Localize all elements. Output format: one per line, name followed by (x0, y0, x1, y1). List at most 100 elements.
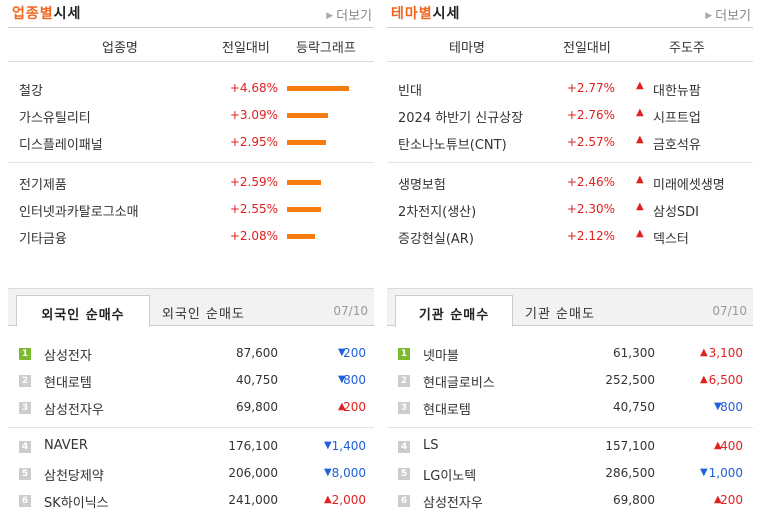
sector-name[interactable]: 전기제품 (19, 178, 67, 193)
theme-row[interactable]: 2차전지(생산) +2.30% ▲ 삼성SDI (387, 196, 753, 223)
rank-row[interactable]: 1 넷마블 61,300 ▲ 3,100 (387, 340, 753, 367)
rank-row[interactable]: 4 NAVER 176,100 ▼ 1,400 (8, 433, 374, 460)
tab-institution-net-sell[interactable]: 기관 순매도 (525, 307, 595, 322)
sector-row[interactable]: 철강 +4.68% (8, 75, 374, 102)
sector-row[interactable]: 가스유틸리티 +3.09% (8, 102, 374, 129)
theme-leader-stock[interactable]: 금호석유 (653, 138, 701, 153)
theme-table-header: 테마명 전일대비 주도주 (387, 28, 753, 62)
theme-row[interactable]: 생명보험 +2.46% ▲ 미래에셋생명 (387, 169, 753, 196)
rank-row[interactable]: 1 삼성전자 87,600 ▼ 200 (8, 340, 374, 367)
rank-row[interactable]: 2 현대로템 40,750 ▼ 800 (8, 367, 374, 394)
sector-title-rest: 시세 (53, 6, 82, 22)
stock-price: 40,750 (613, 400, 655, 414)
rank-row[interactable]: 6 SK하이닉스 241,000 ▲ 2,000 (8, 487, 374, 514)
theme-leader-stock[interactable]: 덱스터 (653, 232, 689, 247)
sector-row[interactable]: 기타금융 +2.08% (8, 223, 374, 250)
theme-more-link[interactable]: ▶ 더보기 (705, 5, 751, 24)
theme-name[interactable]: 2024 하반기 신규상장 (398, 111, 524, 126)
stock-name[interactable]: 삼성전자우 (423, 496, 483, 511)
stock-change: 400 (720, 439, 743, 453)
tab-foreign-net-buy[interactable]: 외국인 순매수 (16, 295, 150, 327)
stock-name[interactable]: LS (423, 438, 439, 453)
sector-more-link[interactable]: ▶ 더보기 (326, 5, 372, 24)
theme-name[interactable]: 탄소나노튜브(CNT) (398, 138, 507, 153)
theme-leader-stock[interactable]: 대한뉴팜 (653, 84, 701, 99)
tab-institution-net-buy[interactable]: 기관 순매수 (395, 295, 513, 327)
theme-row[interactable]: 빈대 +2.77% ▲ 대한뉴팜 (387, 75, 753, 102)
theme-name[interactable]: 빈대 (398, 84, 422, 99)
sector-name[interactable]: 디스플레이패널 (19, 138, 103, 153)
rank-row[interactable]: 6 삼성전자우 69,800 ▲ 200 (387, 487, 753, 514)
theme-title-rest: 시세 (432, 6, 461, 22)
rank-number-badge: 1 (398, 348, 410, 360)
stock-price: 157,100 (605, 439, 655, 453)
change-bar (287, 86, 349, 91)
sector-title-bar: 업종별시세 ▶ 더보기 (8, 0, 374, 28)
rank-row[interactable]: 3 삼성전자우 69,800 ▲ 200 (8, 394, 374, 421)
theme-name[interactable]: 2차전지(생산) (398, 205, 477, 220)
sector-row[interactable]: 디스플레이패널 +2.95% (8, 129, 374, 156)
sector-title[interactable]: 업종별시세 (12, 3, 81, 23)
rank-row[interactable]: 2 현대글로비스 252,500 ▲ 6,500 (387, 367, 753, 394)
rank-row[interactable]: 4 LS 157,100 ▲ 400 (387, 433, 753, 460)
stock-name[interactable]: 삼성전자우 (44, 403, 104, 418)
stock-change: 1,000 (708, 466, 743, 480)
stock-name[interactable]: LG이노텍 (423, 469, 477, 484)
tab-foreign-net-sell[interactable]: 외국인 순매도 (162, 307, 245, 322)
stock-name[interactable]: 삼천당제약 (44, 469, 104, 484)
sector-name[interactable]: 가스유틸리티 (19, 111, 91, 126)
stock-name[interactable]: 현대로템 (44, 376, 92, 391)
theme-row[interactable]: 탄소나노튜브(CNT) +2.57% ▲ 금호석유 (387, 129, 753, 156)
theme-row[interactable]: 2024 하반기 신규상장 +2.76% ▲ 시프트업 (387, 102, 753, 129)
stock-change: 800 (720, 400, 743, 414)
change-bar (287, 140, 326, 145)
stock-change: 200 (343, 400, 366, 414)
stock-price: 61,300 (613, 346, 655, 360)
down-arrow-icon: ▼ (338, 347, 346, 358)
foreign-rank-list: 1 삼성전자 87,600 ▼ 200 2 현대로템 40,750 ▼ 800 3 삼성전자우 69,8… (8, 340, 374, 514)
theme-name[interactable]: 증강현실(AR) (398, 232, 474, 247)
theme-leader-stock[interactable]: 시프트업 (653, 111, 701, 126)
stock-change: 200 (343, 346, 366, 360)
up-arrow-icon: ▲ (636, 80, 644, 91)
header-leader: 주도주 (669, 41, 705, 56)
up-arrow-icon: ▲ (700, 374, 708, 385)
theme-row[interactable]: 증강현실(AR) +2.12% ▲ 덱스터 (387, 223, 753, 250)
header-theme-name: 테마명 (449, 41, 485, 56)
stock-name[interactable]: 삼성전자 (44, 349, 92, 364)
stock-name[interactable]: SK하이닉스 (44, 496, 109, 511)
more-label: 더보기 (336, 9, 372, 24)
institution-tabs: 기관 순매수 기관 순매도 07/10 (387, 288, 753, 327)
group-divider (8, 427, 374, 428)
up-arrow-icon: ▲ (714, 494, 722, 505)
sector-change: +2.95% (229, 135, 278, 149)
rank-row[interactable]: 5 LG이노텍 286,500 ▼ 1,000 (387, 460, 753, 487)
theme-leader-stock[interactable]: 삼성SDI (653, 205, 700, 220)
stock-name[interactable]: 넷마블 (423, 349, 459, 364)
theme-title[interactable]: 테마별시세 (391, 3, 460, 23)
rank-row[interactable]: 3 현대로템 40,750 ▼ 800 (387, 394, 753, 421)
rank-row[interactable]: 5 삼천당제약 206,000 ▼ 8,000 (8, 460, 374, 487)
stock-price: 176,100 (228, 439, 278, 453)
theme-name[interactable]: 생명보험 (398, 178, 446, 193)
sector-row[interactable]: 전기제품 +2.59% (8, 169, 374, 196)
stock-price: 87,600 (236, 346, 278, 360)
theme-change: +2.46% (566, 175, 615, 189)
up-arrow-icon: ▲ (636, 134, 644, 145)
rank-number-badge: 6 (19, 495, 31, 507)
sector-row[interactable]: 인터넷과카탈로그소매 +2.55% (8, 196, 374, 223)
stock-name[interactable]: 현대글로비스 (423, 376, 495, 391)
theme-title-bar: 테마별시세 ▶ 더보기 (387, 0, 753, 28)
sector-name[interactable]: 철강 (19, 84, 43, 99)
sector-name[interactable]: 기타금융 (19, 232, 67, 247)
stock-name[interactable]: 현대로템 (423, 403, 471, 418)
sector-name[interactable]: 인터넷과카탈로그소매 (19, 205, 139, 220)
foreign-date: 07/10 (333, 304, 368, 318)
more-label: 더보기 (715, 9, 751, 24)
stock-change: 2,000 (331, 493, 366, 507)
sector-list: 철강 +4.68% 가스유틸리티 +3.09% 디스플레이패널 +2.95% 전기제품 +2.… (8, 62, 374, 250)
stock-change: 8,000 (331, 466, 366, 480)
rank-number-badge: 1 (19, 348, 31, 360)
theme-leader-stock[interactable]: 미래에셋생명 (653, 178, 725, 193)
stock-name[interactable]: NAVER (44, 438, 88, 453)
